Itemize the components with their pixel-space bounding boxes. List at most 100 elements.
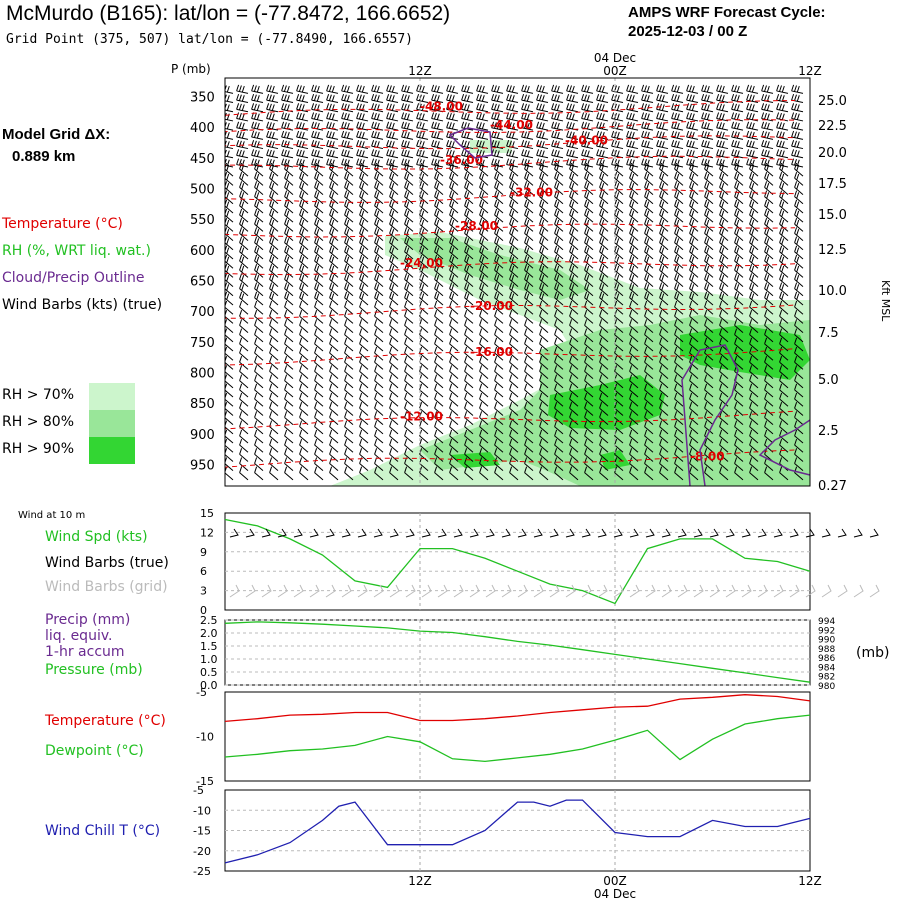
wind-barb-681 — [494, 236, 504, 251]
wind-barb-384 — [719, 162, 729, 177]
wind-barb-229 — [731, 130, 744, 140]
wind-barb-978 — [269, 310, 279, 324]
precip-label: Precip (mm) — [45, 612, 131, 628]
wind-barb-853 — [734, 273, 744, 287]
pressure-tick-label: 850 — [190, 397, 215, 412]
wind-barb-139 — [551, 112, 564, 122]
grid-barb-19 — [533, 584, 544, 598]
wind-barb-723 — [539, 245, 549, 260]
wind-barb-75 — [761, 93, 774, 104]
wind-barb-276 — [266, 149, 279, 159]
wind-barb-105 — [626, 103, 639, 113]
wind-barb-136 — [506, 112, 519, 122]
wind-barb-1139 — [344, 346, 354, 361]
wind-barb-679 — [464, 236, 474, 251]
wind-barb-6 — [311, 84, 324, 94]
wind-barb-1170 — [225, 356, 234, 370]
wind-barb-1403 — [794, 402, 804, 416]
wind-barb-858 — [225, 282, 234, 297]
wind-barb-205 — [371, 130, 384, 140]
wind-barb-446 — [479, 181, 489, 195]
wind-barb-1597 — [779, 448, 789, 462]
wind-barb-263 — [656, 140, 669, 150]
wind-barb-857 — [794, 273, 804, 287]
wind-barb-122 — [296, 112, 309, 122]
true-barb-21 — [565, 528, 575, 538]
wind-barb-888 — [674, 282, 684, 297]
wind-barb-1457 — [434, 420, 444, 435]
wind-barb-1390 — [599, 402, 609, 416]
wind-barb-564 — [494, 208, 504, 223]
wind-barb-1566 — [314, 448, 324, 462]
forecast-cycle: AMPS WRF Forecast Cycle: 2025-12-03 / 00… — [628, 3, 826, 41]
wind-barb-1472 — [659, 420, 669, 435]
wind-barb-644 — [524, 227, 534, 241]
wind-barb-1639 — [239, 466, 249, 481]
wind-barb-1666 — [644, 466, 654, 481]
wind-barb-1513 — [689, 429, 699, 444]
wind-barb-837 — [494, 273, 504, 287]
grid-barb-0 — [229, 584, 240, 598]
wind-barb-546 — [225, 208, 234, 223]
wind-barb-37 — [776, 84, 789, 94]
temperature-contour-7 — [225, 304, 796, 319]
wind-barb-889 — [689, 282, 699, 297]
wind-barb-535 — [644, 199, 654, 214]
wind-barb-1210 — [239, 365, 249, 380]
wind-barb-481 — [419, 190, 429, 205]
wind-barb-222 — [626, 130, 639, 140]
wind-barb-915 — [494, 291, 504, 306]
wind-barb-450 — [539, 181, 549, 195]
wind-barb-719 — [479, 245, 489, 260]
wind-barb-287 — [431, 149, 444, 159]
wind-barb-289 — [461, 149, 474, 159]
wind-barb-854 — [749, 273, 759, 287]
wind-barb-1532 — [389, 438, 399, 453]
true-barb-0 — [229, 528, 239, 538]
wind-barb-1423 — [509, 411, 519, 426]
wind-barb-1092 — [225, 337, 234, 352]
wind-barb-199 — [281, 130, 294, 140]
true-barb-4 — [293, 528, 303, 538]
wind-barb-40 — [236, 93, 249, 104]
wind-barb-914 — [479, 291, 489, 306]
wind-barb-615 — [674, 218, 684, 232]
wind-barb-862 — [284, 282, 294, 297]
wind-barb-1317 — [674, 383, 684, 398]
wind-barb-1345 — [509, 392, 519, 407]
wind-barb-173 — [476, 121, 489, 131]
wind-barb-931 — [734, 291, 744, 306]
wind-barb-991 — [464, 310, 474, 324]
true-barb-25 — [629, 528, 639, 538]
wind-barb-466 — [779, 181, 789, 195]
wind-barb-1188 — [494, 356, 504, 370]
wind-barb-884 — [614, 282, 624, 297]
wind-barb-964 — [644, 300, 654, 315]
wind-barb-529 — [554, 199, 564, 214]
true-barb-2 — [261, 528, 271, 538]
wind-barb-1375 — [374, 402, 384, 416]
wind-barb-683 — [524, 236, 534, 251]
wind-barb-1089 — [764, 328, 774, 343]
wind-barb-1256 — [344, 374, 354, 389]
pressure-tick-label: 650 — [190, 274, 215, 289]
wind-barb-1032 — [494, 319, 504, 333]
wind-barb-1156 — [599, 346, 609, 361]
wind-barb-1209 — [225, 365, 234, 380]
wind-barb-747 — [314, 254, 324, 269]
wind-barb-1035 — [539, 319, 549, 333]
wind-barb-1481 — [794, 420, 804, 435]
wind-barb-917 — [524, 291, 534, 306]
wind-barb-1675 — [779, 466, 789, 481]
wind-barb-1227 — [494, 365, 504, 380]
wind-barb-525 — [494, 199, 504, 214]
wind-barb-1127 — [749, 337, 759, 352]
wind-barb-1126 — [734, 337, 744, 352]
wind-barb-230 — [746, 130, 759, 140]
wind-barb-772 — [689, 254, 699, 269]
wind-barb-756 — [449, 254, 459, 269]
wind-barb-335 — [566, 158, 579, 168]
wind-barb-451 — [554, 181, 564, 195]
wind-barb-867 — [359, 282, 369, 297]
wind-barb-1503 — [539, 429, 549, 444]
